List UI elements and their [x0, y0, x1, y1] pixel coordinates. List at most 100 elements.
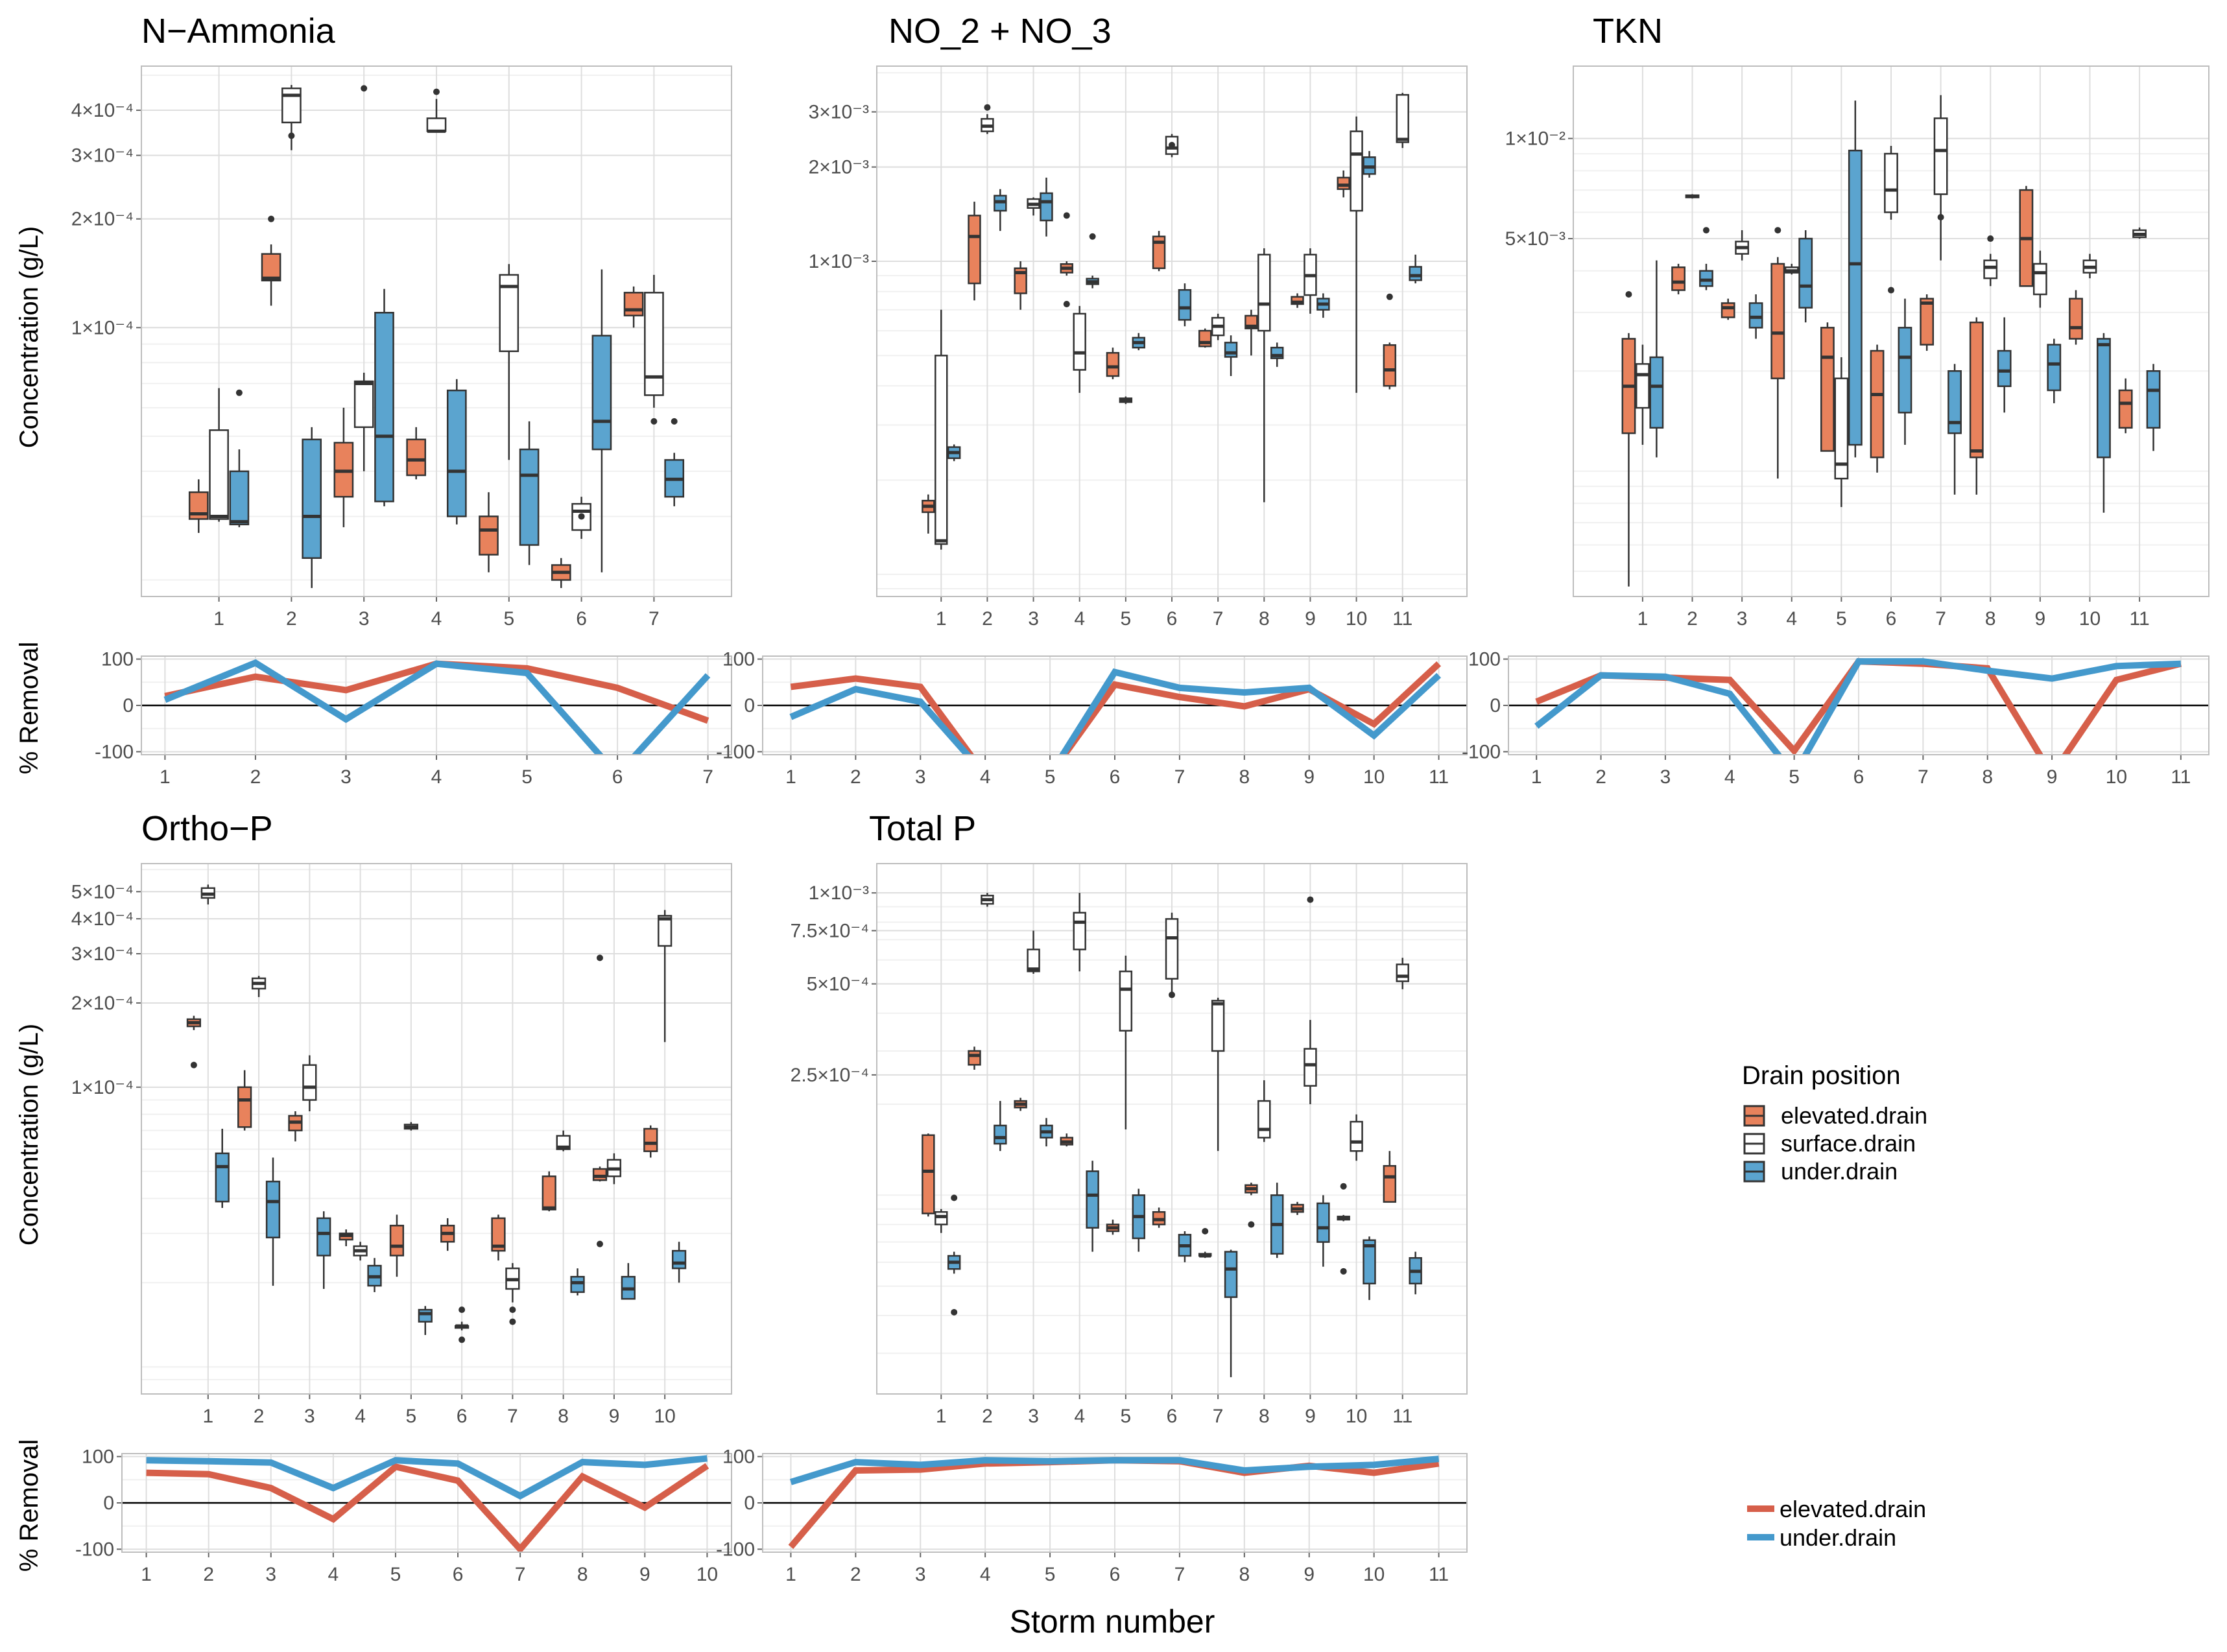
x-tick-label: 2: [254, 1406, 265, 1427]
x-tick-label: 9: [1304, 766, 1315, 788]
x-tick-label: 10: [1346, 608, 1367, 630]
box-iqr: [2097, 338, 2111, 458]
outlier-point: [578, 513, 585, 520]
x-axis-title: Storm number: [1010, 1603, 1215, 1640]
x-tick-label: 9: [1305, 608, 1316, 630]
box-elevated: [1244, 1183, 1258, 1228]
y-tick-label: 4×10⁻⁴: [71, 908, 134, 930]
box-surface: [1735, 230, 1750, 261]
x-tick-label: 5: [503, 608, 514, 630]
outlier-point: [951, 1308, 958, 1316]
series-line-under_line: [163, 659, 711, 755]
box-elevated: [1198, 328, 1212, 348]
box-surface: [658, 910, 673, 1043]
ylabel-removal-bottom: % Removal: [15, 1439, 43, 1572]
box-iqr: [1119, 970, 1133, 1032]
outlier-point: [671, 418, 678, 425]
box-iqr: [1224, 1251, 1238, 1298]
box-iqr: [1649, 356, 1664, 429]
box-iqr: [1834, 377, 1849, 480]
box-elevated: [389, 1214, 405, 1277]
y-tick-label: 1×10⁻²: [1505, 128, 1566, 150]
legend-line-label-elevated: elevated.drain: [1780, 1496, 1926, 1522]
box-iqr: [542, 1175, 556, 1210]
box-iqr: [281, 88, 302, 124]
box-iqr: [1073, 912, 1086, 950]
x-tick-label: 2: [850, 1564, 861, 1585]
box-iqr: [935, 355, 948, 545]
box-iqr: [302, 438, 322, 559]
x-tick-label: 8: [1259, 608, 1270, 630]
panel-no3: 1×10⁻³ 2×10⁻³ 3×10⁻³ 1 2 3 4 5 6 7 8 9 10 11: [809, 65, 1468, 630]
x-tick-label: 4: [1724, 766, 1735, 788]
box-elevated: [922, 1133, 935, 1217]
x-tick-label: 2: [982, 1406, 993, 1427]
box-elevated: [1291, 293, 1304, 308]
box-surface: [556, 1130, 571, 1151]
outlier-point: [1386, 293, 1393, 300]
x-tick-label: 4: [431, 766, 442, 788]
box-iqr: [1363, 1239, 1376, 1285]
box-under: [1748, 294, 1763, 339]
plot-border: [141, 65, 732, 597]
box-surface: [499, 264, 519, 460]
x-tick-label: 9: [609, 1406, 620, 1427]
y-tick-label: 3×10⁻⁴: [71, 943, 134, 965]
y-tick-label: -100: [75, 1539, 114, 1560]
outlier-point: [1063, 300, 1070, 307]
box-under: [664, 418, 685, 506]
y-tick-label: 7.5×10⁻⁴: [791, 920, 869, 941]
outlier-point: [1089, 233, 1096, 240]
box-surface: [1834, 357, 1849, 508]
y-tick-label: 2×10⁻⁴: [71, 209, 134, 230]
box-iqr: [1152, 235, 1166, 269]
box-elevated: [643, 1125, 658, 1158]
box-elevated: [1152, 1207, 1166, 1228]
legend-item-under: under.drain: [1743, 1158, 1898, 1185]
x-tick-label: 6: [612, 766, 623, 788]
x-tick-label: 10: [2079, 608, 2101, 630]
x-tick-label: 10: [1363, 1564, 1385, 1585]
x-tick-label: 7: [1213, 608, 1224, 630]
x-tick-label: 1: [785, 766, 796, 788]
box-surface: [1884, 146, 1898, 294]
box-elevated: [261, 215, 281, 306]
box-surface: [935, 309, 948, 550]
plot-border: [1508, 655, 2209, 755]
box-under: [1270, 342, 1284, 367]
y-tick-label: 0: [103, 1493, 114, 1514]
legend-boxes: Drain position elevated.drain surface.dr…: [1742, 1061, 1927, 1185]
box-iqr: [1211, 1000, 1225, 1052]
x-tick-label: 5: [406, 1406, 417, 1427]
title-totalp: Total P: [869, 809, 976, 848]
x-tick-label: 1: [1531, 766, 1542, 788]
panels: 1×10⁻⁴ 2×10⁻⁴ 3×10⁻⁴ 4×10⁻⁴ 1 2 3 4 5 6 7 1×10⁻³ 2×1…: [71, 65, 2209, 1585]
box-under: [1224, 1249, 1238, 1378]
x-tick-label: 3: [359, 608, 370, 630]
series-group: [163, 659, 711, 755]
outlier-point: [1340, 1268, 1347, 1275]
x-tick-label: 2: [1595, 766, 1606, 788]
legend-label-surface: surface.drain: [1781, 1130, 1916, 1157]
series-line-under_line: [789, 1456, 1440, 1485]
x-tick-label: 6: [576, 608, 587, 630]
box-iqr: [1027, 949, 1040, 973]
box-iqr: [1798, 237, 1813, 309]
x-tick-label: 6: [1110, 1564, 1121, 1585]
panel-nh3_rem: -100 0 100 1 2 3 4 5 6 7: [95, 649, 732, 788]
box-elevated: [2069, 290, 2083, 345]
x-tick-label: 2: [982, 608, 993, 630]
x-tick-label: 6: [453, 1564, 464, 1585]
x-tick-label: 5: [1045, 1564, 1056, 1585]
box-under: [1363, 1236, 1376, 1301]
outlier-point: [509, 1306, 516, 1314]
box-iqr: [418, 1308, 433, 1323]
x-tick-label: 3: [1737, 608, 1748, 630]
x-tick-label: 4: [1786, 608, 1797, 630]
box-surface: [1165, 134, 1179, 158]
x-tick-label: 8: [1985, 608, 1996, 630]
box-under: [374, 289, 394, 506]
box-under: [1316, 1195, 1330, 1267]
box-elevated: [188, 479, 209, 533]
outlier-point: [433, 88, 440, 95]
